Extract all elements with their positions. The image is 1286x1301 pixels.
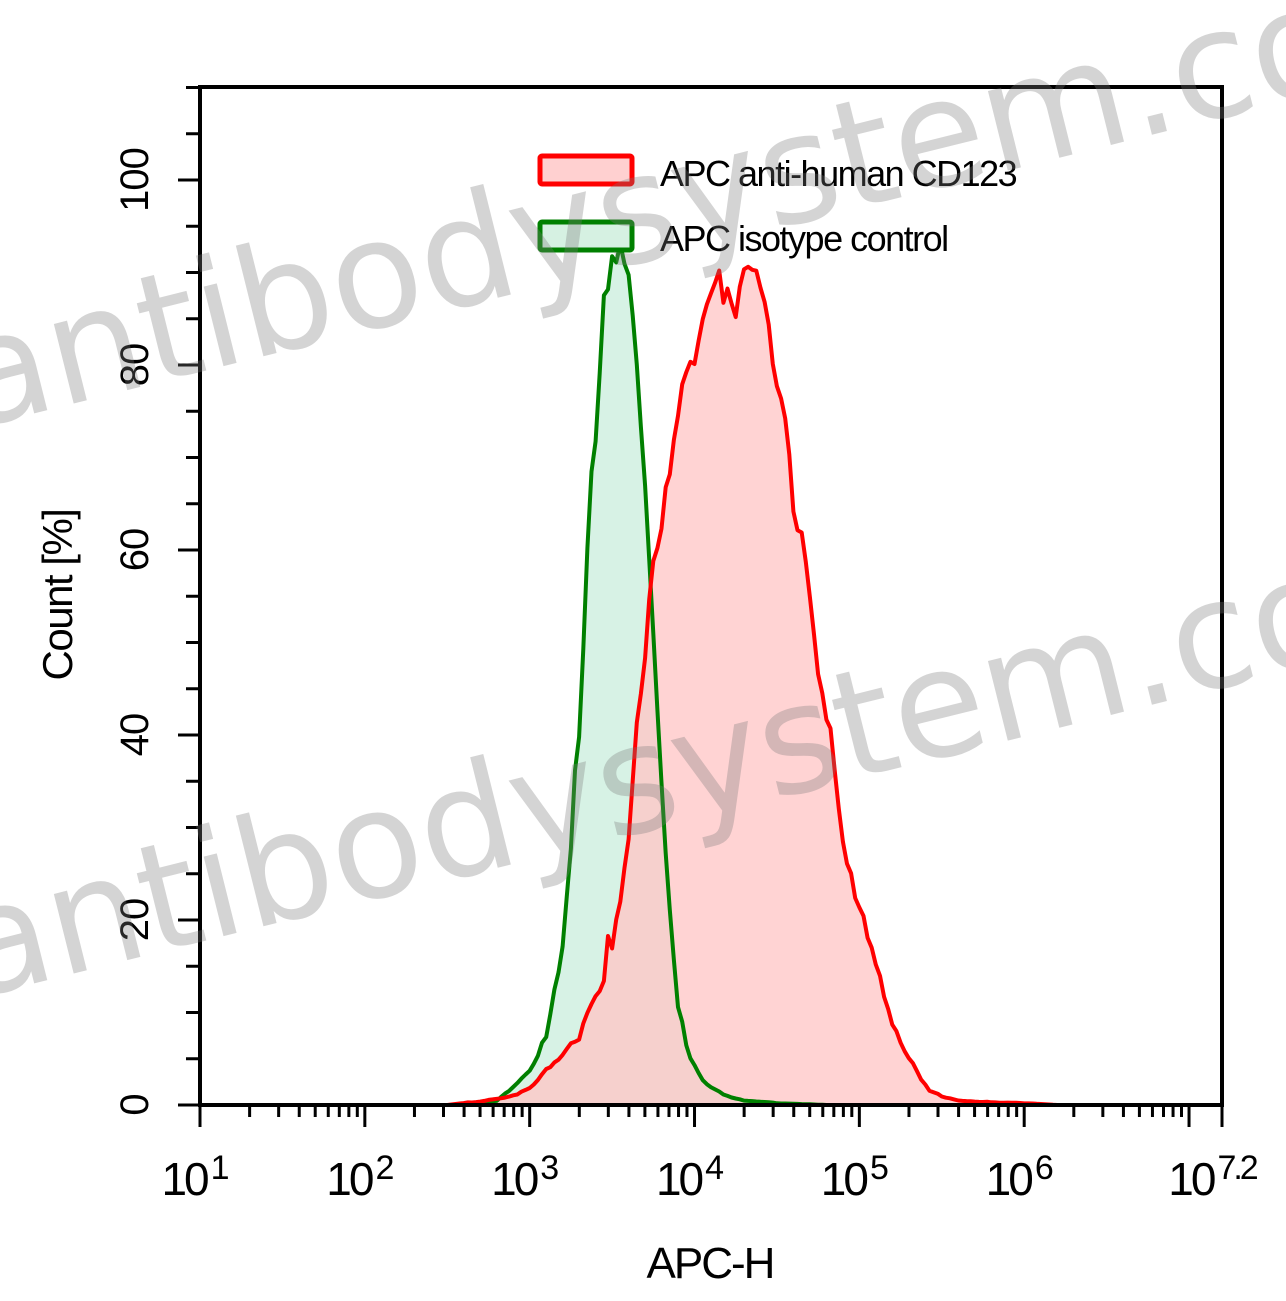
y-tick-label: 100 [113, 148, 157, 212]
x-axis-label: APC-H [647, 1239, 774, 1288]
y-tick-label: 0 [113, 1094, 157, 1115]
series-line [463, 242, 827, 1107]
y-tick-label: 80 [113, 344, 157, 387]
histogram-lines [364, 242, 1058, 1107]
x-tick-label: 10 1 [161, 1149, 228, 1205]
y-axis-label: Count [%] [34, 510, 81, 681]
y-tick-label: 20 [113, 899, 157, 942]
legend-swatch-cd123 [537, 153, 635, 187]
x-axis: 10 1 10 2 10 3 10 4 10 5 10 6 10 7.2 [161, 1105, 1261, 1205]
x-tick-label: 10 5 [821, 1149, 888, 1205]
x-tick-label: 10 7.2 [1168, 1149, 1258, 1205]
legend: APC anti-human CD123 APC isotype control [537, 153, 1018, 259]
legend-swatch-isotype [537, 219, 635, 253]
y-axis: 0 20 40 60 80 100 [113, 86, 200, 1116]
histogram-fills [364, 244, 1058, 1105]
series-line [364, 264, 1058, 1107]
y-tick-label: 60 [113, 529, 157, 572]
legend-label-isotype: APC isotype control [660, 218, 948, 259]
x-tick-label: 10 6 [986, 1149, 1053, 1205]
x-tick-label: 10 2 [326, 1149, 393, 1205]
series-fill [364, 266, 1058, 1105]
y-tick-label: 40 [113, 714, 157, 757]
x-tick-label: 10 3 [491, 1149, 558, 1205]
legend-label-cd123: APC anti-human CD123 [660, 153, 1017, 194]
x-tick-label: 10 4 [656, 1149, 723, 1205]
